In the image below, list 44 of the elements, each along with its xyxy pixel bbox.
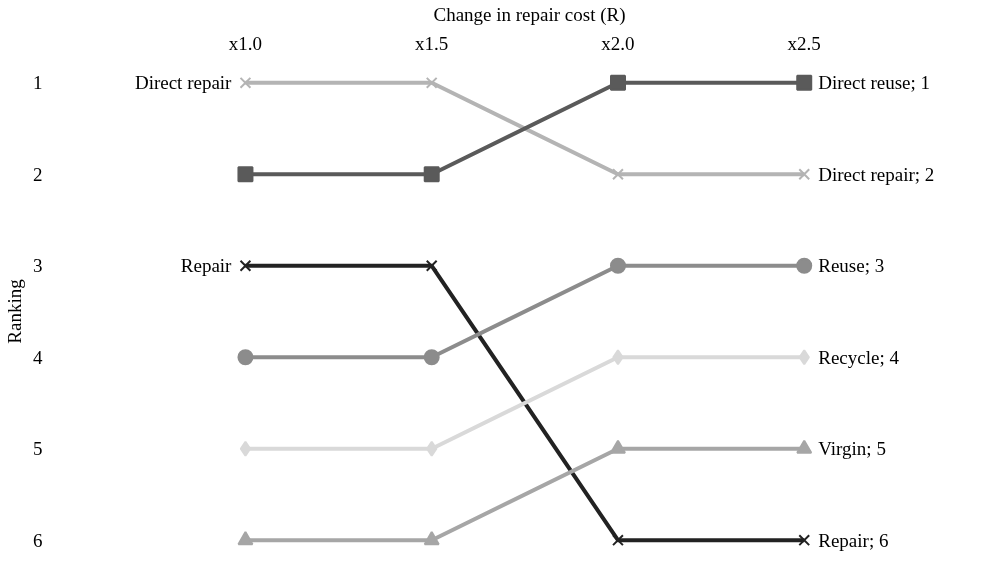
annotation: Recycle; 4 xyxy=(818,346,900,368)
x-tick-label: x2.0 xyxy=(601,32,635,54)
point xyxy=(612,534,624,547)
annotation: Reuse; 3 xyxy=(818,255,885,277)
x-tick-label: x2.5 xyxy=(787,32,821,54)
point xyxy=(796,257,813,274)
point xyxy=(609,74,626,91)
y-tick-label: 3 xyxy=(33,255,43,277)
annotation: Direct repair; 2 xyxy=(818,163,935,185)
point xyxy=(609,257,626,274)
annotation: Repair xyxy=(180,255,233,277)
annotation: Virgin; 5 xyxy=(818,438,886,460)
point xyxy=(612,349,624,366)
y-tick-label: 2 xyxy=(33,163,43,185)
annotation: Repair; 6 xyxy=(818,529,889,551)
point xyxy=(798,168,811,181)
point xyxy=(239,76,252,89)
point xyxy=(426,440,438,457)
annotation: Direct reuse; 1 xyxy=(818,72,931,94)
point xyxy=(798,349,810,366)
point xyxy=(425,259,438,272)
x-axis-title: Change in repair cost (R) xyxy=(433,3,626,26)
point xyxy=(237,166,254,183)
y-tick-label: 4 xyxy=(33,346,43,368)
point xyxy=(798,534,811,547)
y-axis-title: Ranking xyxy=(4,278,25,344)
point xyxy=(423,531,440,546)
point xyxy=(796,439,813,454)
y-tick-label: 5 xyxy=(33,438,43,460)
point xyxy=(423,349,440,366)
y-tick-label: 6 xyxy=(33,529,43,551)
point xyxy=(423,166,440,183)
point xyxy=(612,168,624,181)
point xyxy=(237,531,254,546)
x-tick-label: x1.5 xyxy=(415,32,449,54)
y-tick-label: 1 xyxy=(33,72,43,94)
point xyxy=(425,76,438,89)
point xyxy=(237,349,254,366)
annotation: Direct repair xyxy=(134,72,233,94)
point xyxy=(796,74,813,91)
x-tick-label: x1.0 xyxy=(228,32,263,54)
point xyxy=(609,439,626,454)
point xyxy=(239,259,252,272)
point xyxy=(239,440,252,457)
